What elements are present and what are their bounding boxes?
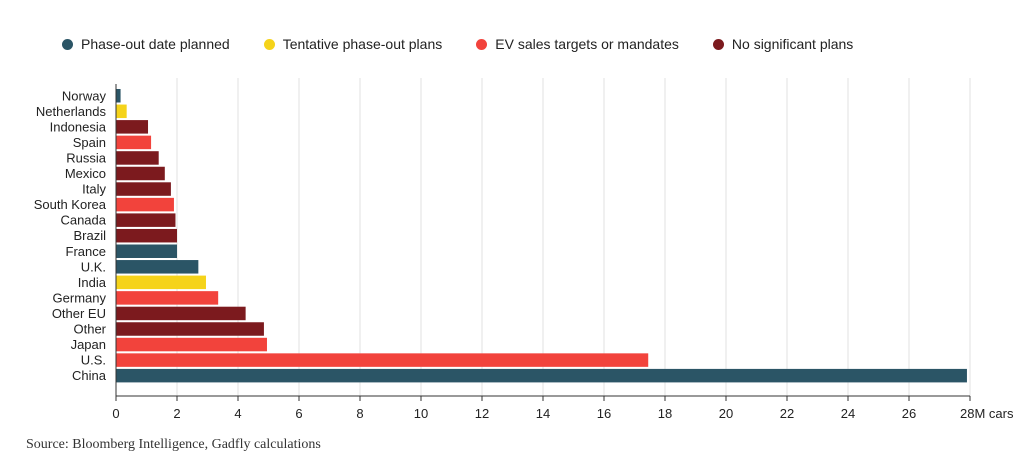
bar-chart: NorwayNetherlandsIndonesiaSpainRussiaMex… [34, 78, 1014, 421]
x-tick-label: 20 [719, 406, 733, 421]
x-tick-label: 22 [780, 406, 794, 421]
x-tick-label: 4 [234, 406, 241, 421]
legend-swatch [476, 38, 488, 50]
bar [116, 89, 121, 103]
category-label: Spain [73, 135, 106, 150]
x-tick-label: 6 [295, 406, 302, 421]
bar [116, 213, 176, 227]
bar [116, 135, 152, 150]
bar [116, 337, 267, 352]
category-label: Mexico [65, 166, 106, 181]
bar [116, 260, 199, 274]
source-note: Source: Bloomberg Intelligence, Gadfly c… [26, 437, 321, 452]
legend-item: No significant plans [712, 36, 854, 52]
category-label: Indonesia [50, 119, 107, 134]
legend-label: EV sales targets or mandates [495, 36, 679, 52]
bar [116, 306, 246, 321]
legend-item: EV sales targets or mandates [476, 36, 679, 52]
category-labels: NorwayNetherlandsIndonesiaSpainRussiaMex… [34, 88, 107, 383]
category-label: South Korea [34, 197, 107, 212]
category-label: Germany [53, 290, 107, 305]
category-label: Brazil [73, 228, 106, 243]
x-axis: 0 2 4 6 8 10 12 14 16 18 20 22 24 26 28M cars [112, 84, 1014, 421]
x-tick-label: 18 [658, 406, 672, 421]
category-label: Japan [71, 337, 106, 352]
category-label: Other [73, 322, 106, 337]
category-label: Netherlands [36, 104, 107, 119]
category-label: Norway [62, 88, 107, 103]
legend-label: Tentative phase-out plans [282, 36, 443, 52]
bar [116, 166, 165, 181]
chart-legend: Phase-out date planned Tentative phase-ou… [62, 34, 887, 54]
bar [116, 104, 127, 119]
bar [116, 197, 174, 212]
x-tick-label: 28M cars [960, 406, 1014, 421]
bars [116, 89, 967, 383]
bar [116, 244, 177, 258]
legend-label: No significant plans [731, 36, 854, 52]
x-tick-label: 12 [475, 406, 489, 421]
bar [116, 322, 264, 336]
category-label: France [66, 244, 106, 259]
bar [116, 275, 206, 290]
x-tick-label: 16 [597, 406, 611, 421]
legend-swatch [263, 38, 275, 50]
x-tick-label: 2 [173, 406, 180, 421]
category-label: Russia [66, 150, 107, 165]
x-tick-label: 0 [112, 406, 119, 421]
x-tick-label: 24 [841, 406, 855, 421]
bar [116, 120, 149, 134]
category-label: Canada [60, 213, 106, 228]
category-label: Other EU [52, 306, 106, 321]
bar [116, 353, 649, 367]
x-tick-label: 8 [356, 406, 363, 421]
bar [116, 228, 177, 243]
gridlines [176, 78, 971, 396]
legend-item: Phase-out date planned [62, 36, 230, 52]
category-label: U.S. [81, 353, 106, 368]
category-label: Italy [82, 182, 106, 197]
legend-label: Phase-out date planned [81, 36, 230, 52]
category-label: U.K. [81, 259, 106, 274]
category-label: India [78, 275, 107, 290]
x-tick-label: 14 [536, 406, 550, 421]
bar [116, 291, 219, 305]
legend-item: Tentative phase-out plans [263, 36, 443, 52]
bar [116, 368, 967, 383]
x-tick-label: 26 [902, 406, 916, 421]
x-tick-label: 10 [414, 406, 428, 421]
legend-swatch [712, 38, 724, 50]
bar [116, 151, 159, 165]
bar [116, 182, 171, 196]
legend-swatch [62, 38, 73, 50]
category-label: China [72, 368, 107, 383]
